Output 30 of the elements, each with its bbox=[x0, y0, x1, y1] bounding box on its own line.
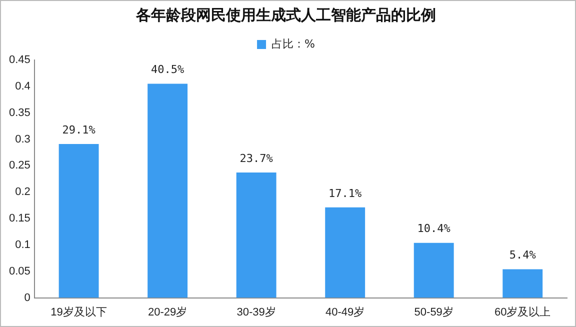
bar bbox=[148, 84, 188, 298]
y-tick-label: 0.35 bbox=[8, 106, 30, 119]
data-label: 29.1% bbox=[62, 123, 96, 136]
y-tick-label: 0.15 bbox=[8, 212, 30, 225]
bar bbox=[325, 207, 366, 298]
bar bbox=[502, 269, 543, 298]
y-tick-label: 0.1 bbox=[15, 238, 30, 251]
x-tick-label: 30-39岁 bbox=[236, 306, 276, 318]
data-label: 40.5% bbox=[150, 63, 184, 76]
x-tick-label: 19岁及以下 bbox=[50, 305, 107, 318]
y-tick-label: 0.05 bbox=[8, 265, 30, 278]
bar bbox=[414, 242, 454, 298]
y-tick-label: 0.2 bbox=[15, 186, 30, 198]
y-tick-label: 0.45 bbox=[8, 54, 30, 66]
y-tick-label: 0.4 bbox=[15, 80, 30, 92]
data-label: 17.1% bbox=[328, 186, 362, 200]
data-label: 5.4% bbox=[509, 248, 536, 262]
y-tick-label: 0.25 bbox=[8, 160, 30, 172]
bar bbox=[236, 172, 276, 298]
data-label: 23.7% bbox=[240, 152, 274, 165]
y-tick-label: 0 bbox=[24, 292, 30, 304]
x-tick-label: 20-29岁 bbox=[148, 306, 188, 318]
legend-label: 占比：% bbox=[272, 37, 315, 50]
chart-title: 各年龄段网民使用生成式人工智能产品的比例 bbox=[135, 6, 436, 24]
y-tick-label: 0.3 bbox=[15, 133, 30, 146]
x-tick-label: 50-59岁 bbox=[414, 306, 454, 318]
x-tick-label: 40-49岁 bbox=[326, 306, 365, 318]
bar bbox=[58, 144, 99, 298]
x-tick-label: 60岁及以上 bbox=[494, 305, 551, 318]
data-label: 10.4% bbox=[417, 222, 451, 236]
